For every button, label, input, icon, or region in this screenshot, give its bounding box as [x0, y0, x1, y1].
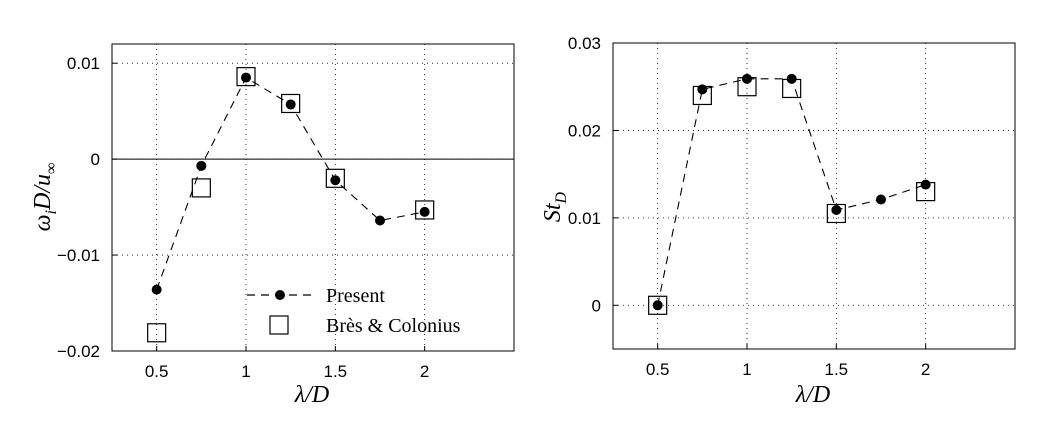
x-tick-label: 2	[420, 362, 429, 381]
y-tick-label: 0	[91, 150, 100, 169]
legend-present-marker	[275, 290, 285, 300]
present-point	[876, 194, 886, 205]
right-x-axis-label: λ/D	[795, 382, 830, 408]
x-tick-label: 1.5	[324, 362, 348, 381]
left-grid	[112, 44, 514, 352]
y-tick-label: 0.01	[67, 54, 100, 73]
left-data-marks	[147, 67, 435, 343]
bres-colonius-point	[325, 168, 345, 188]
legend-bres-colonius-marker	[269, 315, 289, 335]
right-series-lines	[657, 78, 926, 306]
left-tick-labels: 0.5 1 1.5 2 −0.02 −0.01 0 0.01	[57, 54, 429, 381]
present-point	[285, 99, 296, 110]
left-legend: Present Brès & Colonius	[247, 285, 461, 337]
present-point	[241, 72, 251, 83]
y-tick-label: 0.01	[568, 209, 601, 228]
left-chart-panel: 0.5 1 1.5 2 −0.02 −0.01 0 0.01 λ/D ωiD/u∞ Prese…	[30, 43, 515, 408]
x-tick-label: 2	[921, 360, 930, 379]
y-tick-label: −0.01	[57, 246, 100, 265]
left-x-axis-label: λ/D	[294, 382, 329, 408]
right-data-marks	[648, 73, 936, 315]
present-point	[786, 73, 797, 84]
present-point	[196, 160, 207, 171]
bres-colonius-point	[191, 178, 211, 198]
present-point	[419, 206, 430, 217]
right-chart-panel: 0.5 1 1.5 2 0 0.01 0.02 0.03 λ/D StD	[540, 34, 1016, 408]
x-tick-label: 1	[241, 362, 250, 381]
y-tick-label: 0.03	[568, 34, 601, 53]
bres-colonius-point	[415, 200, 435, 220]
left-plot-frame	[111, 43, 515, 352]
present-point	[375, 215, 385, 226]
x-tick-label: 1	[742, 360, 751, 379]
x-tick-label: 0.5	[145, 362, 169, 381]
bres-colonius-point	[236, 67, 256, 87]
series-line-present	[657, 78, 926, 306]
present-point	[330, 175, 341, 186]
right-grid	[613, 42, 1015, 349]
y-tick-label: 0	[592, 296, 601, 315]
right-plot-frame	[612, 42, 1016, 350]
present-point	[652, 300, 663, 311]
bres-colonius-point	[826, 203, 846, 224]
left-y-axis-label: ωiD/u∞	[30, 163, 60, 232]
y-tick-label: −0.02	[57, 342, 100, 361]
right-tick-labels: 0.5 1 1.5 2 0 0.01 0.02 0.03	[568, 34, 930, 379]
legend-present-label: Present	[326, 285, 385, 307]
x-tick-label: 1.5	[825, 360, 849, 379]
bres-colonius-point	[648, 295, 668, 315]
legend-bres-colonius-label: Brès & Colonius	[326, 315, 461, 337]
present-point	[697, 84, 708, 95]
bres-colonius-point	[281, 93, 301, 114]
present-point	[920, 179, 931, 190]
right-y-axis-label: StD	[540, 191, 570, 222]
bres-colonius-point	[147, 323, 167, 343]
present-point	[151, 284, 162, 295]
x-tick-label: 0.5	[646, 360, 670, 379]
present-point	[742, 73, 752, 84]
y-tick-label: 0.02	[568, 121, 601, 140]
present-point	[831, 204, 842, 215]
